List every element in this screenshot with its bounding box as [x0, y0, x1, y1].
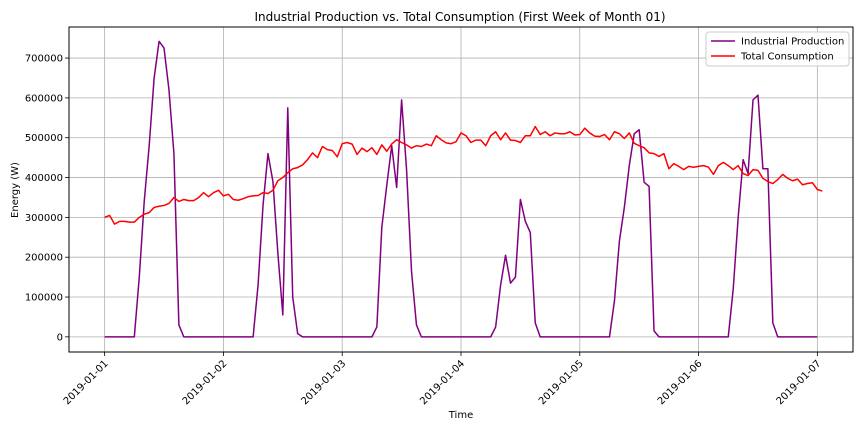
y-tick-label: 700000 [25, 54, 63, 65]
legend-label-total-consumption: Total Consumption [740, 52, 834, 63]
legend-label-industrial-production: Industrial Production [741, 37, 844, 48]
chart-title: Industrial Production vs. Total Consumpt… [254, 10, 665, 24]
series-layer [104, 40, 823, 338]
legend-box [705, 31, 850, 67]
y-tick-label: 0 [57, 332, 63, 343]
series-line-industrial-production [104, 40, 818, 338]
x-axis-label: Time [448, 410, 473, 421]
legend: Industrial Production Total Consumption [705, 31, 850, 67]
y-tick-label: 200000 [25, 253, 63, 264]
y-tick-label: 100000 [25, 293, 63, 304]
y-axis: 0 100000 200000 300000 400000 500000 600000 700… [25, 54, 69, 343]
y-tick-label: 500000 [25, 133, 63, 144]
y-tick-label: 600000 [25, 93, 63, 104]
y-axis-label: Energy (W) [10, 162, 21, 218]
y-tick-label: 400000 [25, 173, 63, 184]
y-tick-label: 300000 [25, 213, 63, 224]
series-line-total-consumption [104, 125, 823, 225]
